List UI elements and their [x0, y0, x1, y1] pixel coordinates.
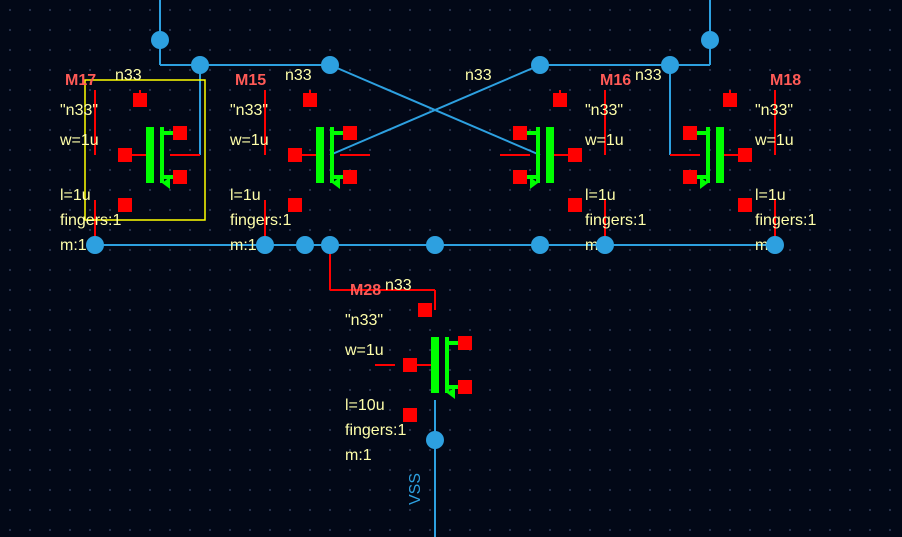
param-l: l=1u	[230, 187, 261, 204]
junction-node	[151, 31, 169, 49]
bulk-pad[interactable]	[553, 93, 567, 107]
param-m: m:1	[345, 447, 372, 464]
drain-pad[interactable]	[458, 336, 472, 350]
source-pad[interactable]	[343, 170, 357, 184]
bulk-pad[interactable]	[303, 93, 317, 107]
net-label: n33	[385, 277, 412, 294]
param-model: "n33"	[230, 102, 268, 119]
extra-pad[interactable]	[288, 198, 302, 212]
junction-node	[531, 236, 549, 254]
junction-node	[701, 31, 719, 49]
param-ref: M15	[235, 72, 266, 89]
drain-pad[interactable]	[683, 126, 697, 140]
param-l: l=10u	[345, 397, 385, 414]
junction-node	[531, 56, 549, 74]
param-w: w=1u	[344, 342, 384, 359]
net-label: n33	[635, 67, 662, 84]
param-l: l=1u	[585, 187, 616, 204]
junction-node	[661, 56, 679, 74]
param-m: m:1	[60, 237, 87, 254]
param-model: "n33"	[585, 102, 623, 119]
drain-pad[interactable]	[513, 126, 527, 140]
param-fing: fingers:1	[230, 212, 291, 229]
drain-pad[interactable]	[343, 126, 357, 140]
schematic-canvas: M17 "n33" w=1u l=1u fingers:1 m:1 M15 "n33" w=1u…	[0, 0, 902, 537]
junction-node	[86, 236, 104, 254]
junction-node	[596, 236, 614, 254]
source-pad[interactable]	[513, 170, 527, 184]
param-fing: fingers:1	[755, 212, 816, 229]
param-model: "n33"	[755, 102, 793, 119]
source-pad[interactable]	[458, 380, 472, 394]
junction-node	[426, 236, 444, 254]
junction-node	[766, 236, 784, 254]
param-w: w=1u	[59, 132, 99, 149]
extra-pad[interactable]	[403, 408, 417, 422]
param-w: w=1u	[229, 132, 269, 149]
param-ref: M17	[65, 72, 96, 89]
param-fing: fingers:1	[345, 422, 406, 439]
param-ref: M16	[600, 72, 631, 89]
param-w: w=1u	[754, 132, 794, 149]
param-l: l=1u	[755, 187, 786, 204]
junction-node	[321, 56, 339, 74]
junction-node	[321, 236, 339, 254]
extra-pad[interactable]	[568, 198, 582, 212]
param-m: m:1	[230, 237, 257, 254]
param-ref: M28	[350, 282, 381, 299]
junction-node	[191, 56, 209, 74]
drain-pad[interactable]	[173, 126, 187, 140]
param-l: l=1u	[60, 187, 91, 204]
bulk-pad[interactable]	[133, 93, 147, 107]
param-w: w=1u	[584, 132, 624, 149]
junction-node	[256, 236, 274, 254]
param-model: "n33"	[60, 102, 98, 119]
param-fing: fingers:1	[585, 212, 646, 229]
net-label: n33	[115, 67, 142, 84]
param-fing: fingers:1	[60, 212, 121, 229]
source-pad[interactable]	[173, 170, 187, 184]
net-label: n33	[465, 67, 492, 84]
param-ref: M18	[770, 72, 801, 89]
source-pad[interactable]	[683, 170, 697, 184]
bulk-pad[interactable]	[418, 303, 432, 317]
junction-node	[426, 431, 444, 449]
vss-label: VSS	[407, 473, 424, 505]
extra-pad[interactable]	[118, 198, 132, 212]
param-model: "n33"	[345, 312, 383, 329]
junction-node	[296, 236, 314, 254]
extra-pad[interactable]	[738, 198, 752, 212]
bulk-pad[interactable]	[723, 93, 737, 107]
net-label: n33	[285, 67, 312, 84]
